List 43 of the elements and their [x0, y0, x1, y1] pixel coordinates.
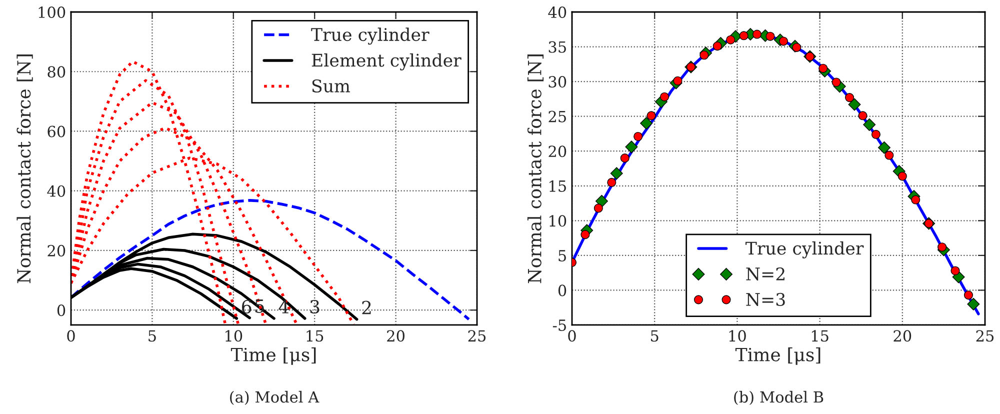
y-tick-label: 25	[548, 110, 566, 122]
text: (a) Model A	[230, 390, 320, 405]
x-tick-label: 15	[812, 330, 828, 342]
legend-label: True cylinder	[311, 28, 430, 45]
annotation: 3	[310, 300, 320, 314]
x-tick-label: 5	[651, 330, 658, 342]
x-tick-label: 25	[468, 330, 486, 342]
legend-label: N=3	[746, 292, 785, 306]
legend-label: Element cylinder	[312, 53, 462, 70]
x-tick-label: 25	[976, 330, 994, 342]
annotation: 2	[362, 300, 371, 314]
y-tick-label: 60	[48, 126, 66, 138]
y-tick-label: 35	[548, 41, 566, 53]
x-tick-label: 10	[729, 330, 746, 342]
x-tick-label: 0	[67, 330, 75, 342]
x-tick-label: 5	[148, 330, 156, 342]
x-tick-label: 0	[568, 330, 576, 342]
x-tick-label: 20	[894, 330, 912, 342]
y-tick-label: 20	[48, 244, 66, 256]
legend-label: Sum	[312, 79, 350, 93]
y-tick-label: 20	[548, 146, 566, 158]
legend-label: True cylinder	[746, 241, 864, 258]
y-tick-label: 40	[47, 185, 66, 197]
y-tick-label: 100	[38, 6, 66, 18]
text: (b) Model B	[734, 390, 824, 405]
x-tick-label: 10	[226, 330, 242, 342]
y-tick-label: 0	[57, 304, 66, 316]
annotation: 6	[242, 300, 252, 314]
x-tick-label: 15	[306, 330, 324, 342]
x-axis-title: Time [μs]	[735, 347, 820, 365]
x-axis-title: Time [μs]	[230, 347, 316, 365]
y-tick-label: 40	[548, 6, 566, 18]
y-tick-label: 0	[558, 284, 566, 296]
y-tick-label: -5	[552, 320, 566, 332]
y-axis-title: Normal contact force [N]	[16, 54, 33, 284]
y-tick-label: 30	[548, 76, 566, 88]
y-tick-label: 15	[550, 180, 566, 192]
y-axis-title: Normal contact force [N]	[527, 54, 544, 284]
y-tick-label: 80	[48, 66, 66, 78]
legend-label: N=2	[746, 267, 784, 281]
y-tick-label: 10	[550, 215, 566, 227]
x-tick-label: 20	[387, 330, 405, 342]
y-tick-label: 5	[558, 250, 566, 262]
